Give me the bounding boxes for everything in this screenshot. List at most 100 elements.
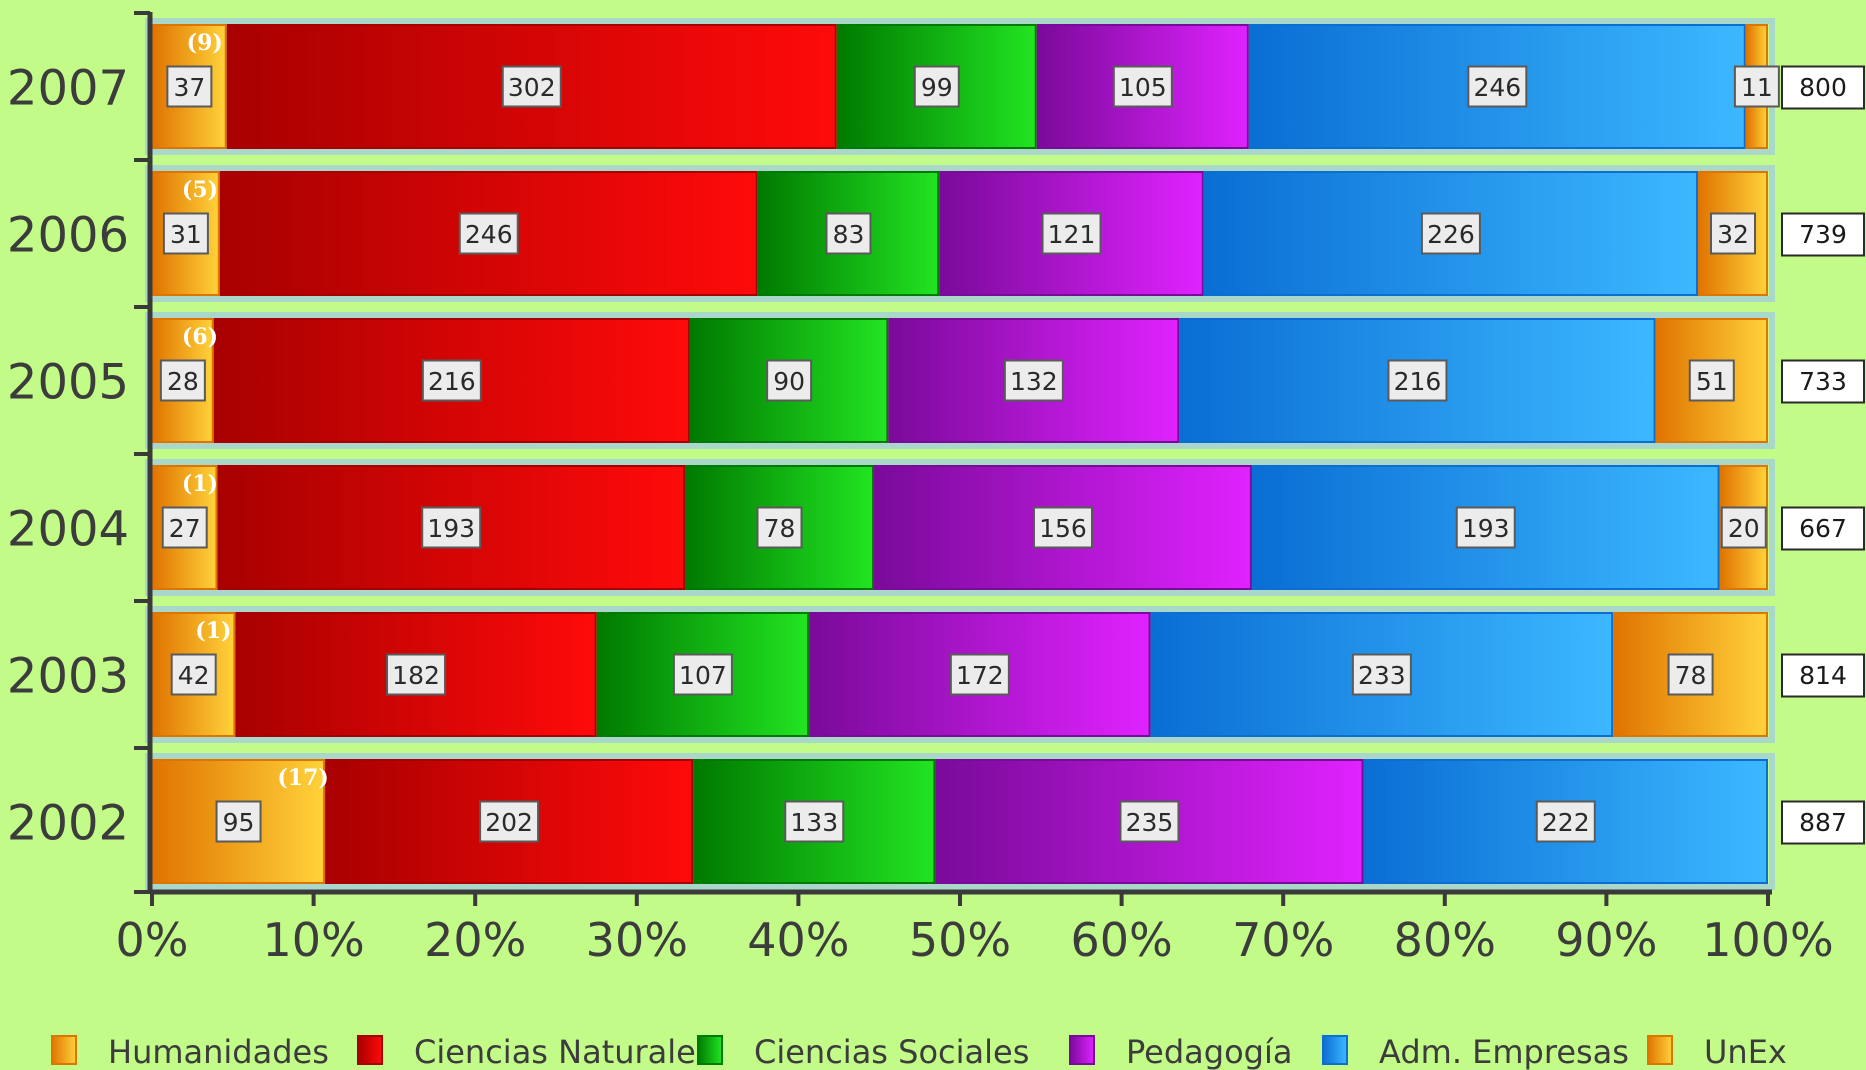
value-label-2004-humanidades: 27 <box>169 514 201 543</box>
value-label-2002-pedagogia: 235 <box>1126 808 1174 837</box>
value-box-2003-humanidades <box>170 653 217 696</box>
value-box-2007-humanidades <box>166 65 213 108</box>
value-box-2002-ciencias-sociales <box>784 800 845 843</box>
legend-swatch-pedagogia <box>1069 1035 1095 1065</box>
value-label-2006-unex: 32 <box>1717 220 1749 249</box>
legend-item-unex: UnEx <box>1647 1033 1787 1070</box>
legend-swatch-unex <box>1647 1035 1673 1065</box>
value-box-2003-adm-empresas <box>1351 653 1412 696</box>
category-label-2002: 2002 <box>7 796 129 852</box>
total-label-2003: 814 <box>1799 661 1847 690</box>
annotation-2002: (17) <box>277 765 328 791</box>
value-label-2005-humanidades: 28 <box>167 367 199 396</box>
category-label-2006: 2006 <box>7 208 129 264</box>
legend-item-adm-empresas: Adm. Empresas <box>1322 1033 1629 1070</box>
value-box-2007-unex <box>1733 65 1780 108</box>
annotation-2006: (5) <box>182 177 218 203</box>
value-box-2006-ciencias-naturales <box>458 212 519 255</box>
value-box-2006-humanidades <box>162 212 209 255</box>
value-label-2003-ciencias-sociales: 107 <box>679 661 727 690</box>
value-label-2005-ciencias-naturales: 216 <box>428 367 476 396</box>
x-tick-label-60: 60% <box>1070 913 1172 967</box>
value-label-2002-ciencias-sociales: 133 <box>790 808 838 837</box>
total-label-2007: 800 <box>1799 73 1847 102</box>
total-label-2004: 667 <box>1799 514 1847 543</box>
legend-swatch-humanidades <box>51 1035 77 1065</box>
value-label-2006-ciencias-naturales: 246 <box>465 220 513 249</box>
value-box-2006-unex <box>1710 212 1757 255</box>
legend-swatch-adm-empresas <box>1322 1035 1348 1065</box>
bar-2003-ciencias-sociales <box>596 612 810 737</box>
value-labels: 2007 37 302 99 105 246 11 (9) 800 2006 31 246 83 121 2… <box>7 30 1865 852</box>
value-box-2004-ciencias-naturales <box>421 506 482 549</box>
value-box-2004-adm-empresas <box>1455 506 1516 549</box>
value-box-2007-adm-empresas <box>1467 65 1528 108</box>
legend: Humanidades Ciencias Naturales Ciencias So… <box>51 1033 1787 1070</box>
category-label-2005: 2005 <box>7 355 129 411</box>
total-box-2004 <box>1781 506 1865 551</box>
value-box-2003-ciencias-sociales <box>672 653 733 696</box>
x-tick-label-90: 90% <box>1555 913 1657 967</box>
legend-label-ciencias-naturales: Ciencias Naturales <box>414 1033 713 1070</box>
x-tick-label-50: 50% <box>909 913 1011 967</box>
total-label-2005: 733 <box>1799 367 1847 396</box>
value-box-2005-humanidades <box>159 359 206 402</box>
value-label-2003-ciencias-naturales: 182 <box>392 661 440 690</box>
value-box-2005-unex <box>1688 359 1735 402</box>
legend-swatch-ciencias-naturales <box>357 1035 383 1065</box>
value-label-2003-unex: 78 <box>1675 661 1707 690</box>
legend-label-pedagogia: Pedagogía <box>1126 1033 1292 1070</box>
x-tick-label-80: 80% <box>1394 913 1496 967</box>
bar-2002-humanidades <box>152 759 326 884</box>
total-box-2006 <box>1781 212 1865 257</box>
total-box-2003 <box>1781 653 1865 698</box>
value-label-2003-pedagogia: 172 <box>956 661 1004 690</box>
value-label-2007-ciencias-sociales: 99 <box>921 73 953 102</box>
bar-frames <box>145 18 1775 890</box>
x-tick-label-0: 0% <box>116 913 189 967</box>
legend-label-humanidades: Humanidades <box>108 1033 329 1070</box>
category-label-2007: 2007 <box>7 61 129 117</box>
value-box-2007-pedagogia <box>1112 65 1173 108</box>
value-label-2002-humanidades: 95 <box>223 808 255 837</box>
value-label-2002-ciencias-naturales: 202 <box>485 808 533 837</box>
x-tick-label-40: 40% <box>747 913 849 967</box>
value-label-2004-ciencias-naturales: 193 <box>427 514 475 543</box>
legend-item-pedagogia: Pedagogía <box>1069 1033 1292 1070</box>
x-tick-label-20: 20% <box>424 913 526 967</box>
value-label-2004-ciencias-sociales: 78 <box>764 514 796 543</box>
value-box-2006-ciencias-sociales <box>825 212 872 255</box>
value-label-2002-adm-empresas: 222 <box>1542 808 1590 837</box>
total-label-2002: 887 <box>1799 808 1847 837</box>
value-box-2004-pedagogia <box>1032 506 1093 549</box>
value-label-2007-humanidades: 37 <box>173 73 205 102</box>
value-label-2007-unex: 11 <box>1741 73 1773 102</box>
value-label-2006-ciencias-sociales: 83 <box>833 220 865 249</box>
value-label-2006-adm-empresas: 226 <box>1427 220 1475 249</box>
value-box-2004-ciencias-sociales <box>756 506 803 549</box>
value-label-2004-unex: 20 <box>1728 514 1760 543</box>
x-tick-label-30: 30% <box>586 913 688 967</box>
total-label-2006: 739 <box>1799 220 1847 249</box>
value-label-2004-pedagogia: 156 <box>1039 514 1087 543</box>
value-label-2007-pedagogia: 105 <box>1119 73 1167 102</box>
x-tick-label-10: 10% <box>262 913 364 967</box>
value-box-2006-adm-empresas <box>1420 212 1481 255</box>
value-box-2003-ciencias-naturales <box>386 653 447 696</box>
total-box-2002 <box>1781 800 1865 845</box>
value-box-2002-adm-empresas <box>1535 800 1596 843</box>
value-box-2004-humanidades <box>161 506 208 549</box>
value-box-2005-ciencias-naturales <box>421 359 482 402</box>
value-box-2005-pedagogia <box>1003 359 1064 402</box>
value-box-2007-ciencias-sociales <box>913 65 960 108</box>
bar-segments <box>152 24 1769 884</box>
legend-label-unex: UnEx <box>1704 1033 1787 1070</box>
legend-label-ciencias-sociales: Ciencias Sociales <box>754 1033 1029 1070</box>
annotation-2004: (1) <box>182 471 218 497</box>
total-box-2005 <box>1781 359 1865 404</box>
value-box-2003-pedagogia <box>949 653 1010 696</box>
bar-2002-adm-empresas <box>1363 759 1769 884</box>
value-box-2005-adm-empresas <box>1387 359 1448 402</box>
